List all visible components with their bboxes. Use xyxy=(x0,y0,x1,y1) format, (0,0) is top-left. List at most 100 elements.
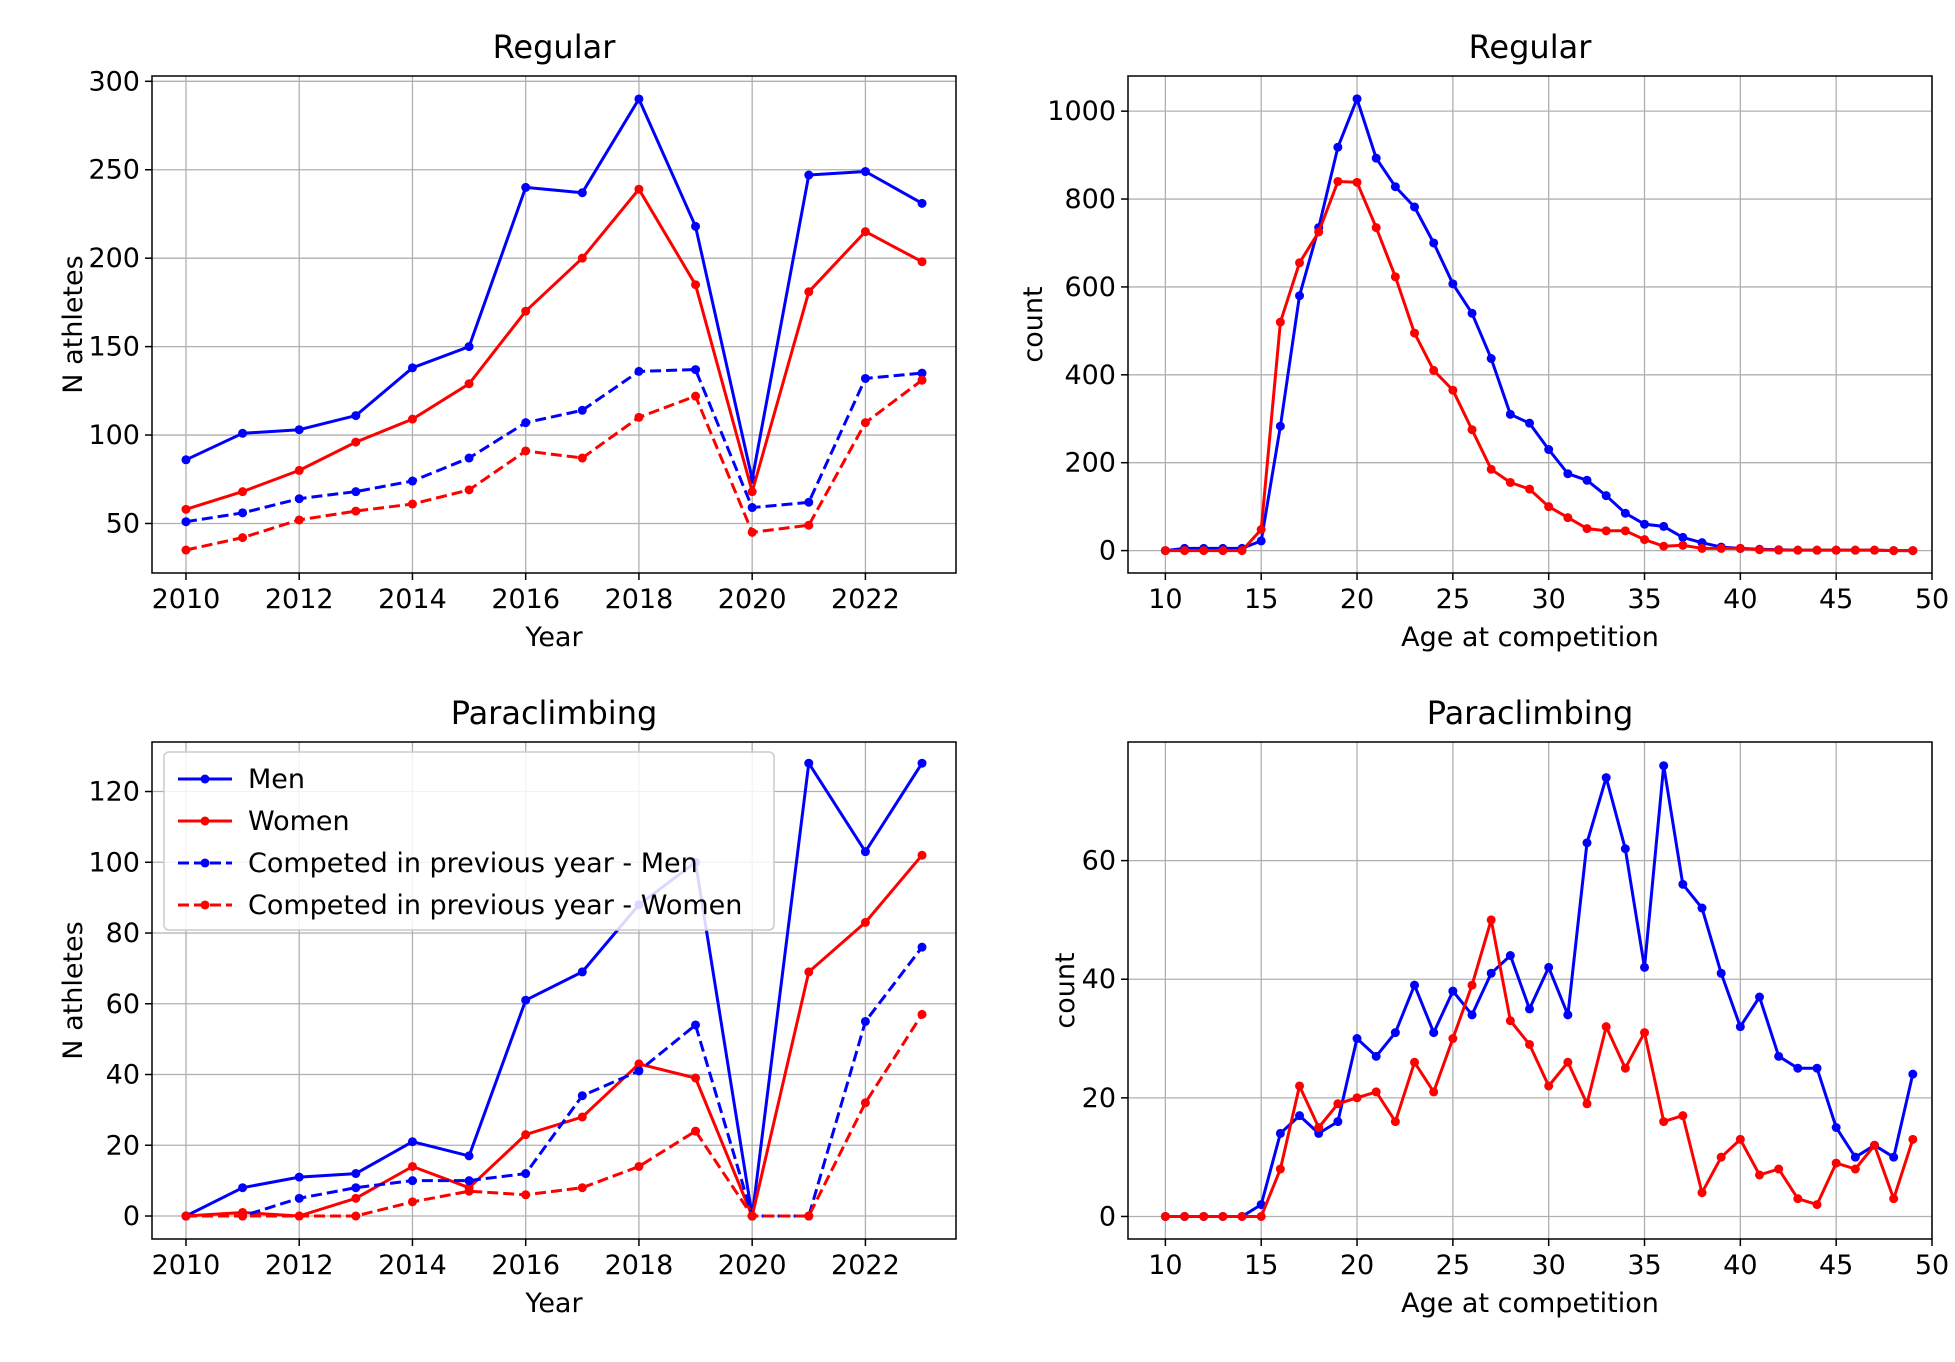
panel-title: Regular xyxy=(1469,28,1593,66)
data-point xyxy=(1620,1063,1630,1073)
x-tick-label: 45 xyxy=(1819,1250,1853,1281)
data-point xyxy=(577,1183,587,1193)
data-point xyxy=(804,170,814,180)
data-point xyxy=(917,198,927,208)
data-point xyxy=(1295,1111,1305,1121)
data-point xyxy=(294,465,304,475)
data-point xyxy=(860,1098,870,1108)
data-point xyxy=(917,942,927,952)
data-point xyxy=(1850,1152,1860,1162)
legend-label-prev-women: Competed in previous year - Women xyxy=(248,890,742,921)
data-point xyxy=(1390,272,1400,282)
data-point xyxy=(464,1151,474,1161)
data-point xyxy=(1582,475,1592,485)
legend-marker xyxy=(200,774,210,784)
data-point xyxy=(1160,546,1170,556)
data-point xyxy=(1544,962,1554,972)
data-point xyxy=(860,418,870,428)
data-point xyxy=(464,1176,474,1186)
data-point xyxy=(1467,308,1477,318)
x-tick-label: 15 xyxy=(1244,1250,1278,1281)
data-point xyxy=(464,1186,474,1196)
data-point xyxy=(407,414,417,424)
data-point xyxy=(1563,1057,1573,1067)
axes-frame xyxy=(151,75,957,574)
data-point xyxy=(1314,227,1324,237)
series-line xyxy=(185,187,923,511)
data-point xyxy=(1850,1164,1860,1174)
data-point xyxy=(1793,1194,1803,1204)
x-axis-label: Age at competition xyxy=(1401,622,1659,653)
data-point xyxy=(238,533,248,543)
data-point xyxy=(1371,153,1381,163)
data-point xyxy=(238,487,248,497)
data-point xyxy=(860,227,870,237)
axes-frame xyxy=(151,741,957,1240)
data-point xyxy=(294,515,304,525)
x-tick-label: 2012 xyxy=(265,584,334,615)
data-point xyxy=(1448,986,1458,996)
data-point xyxy=(1390,182,1400,192)
y-tick-label: 80 xyxy=(106,918,140,949)
x-tick-label: 2020 xyxy=(718,1250,787,1281)
data-point xyxy=(1333,1117,1343,1127)
data-point xyxy=(1333,176,1343,186)
data-point xyxy=(1448,279,1458,289)
data-point xyxy=(521,1169,531,1179)
series-line xyxy=(185,368,923,524)
data-point xyxy=(1486,915,1496,925)
data-point xyxy=(181,455,191,465)
y-tick-label: 250 xyxy=(88,155,140,186)
x-tick-label: 40 xyxy=(1723,584,1757,615)
data-point xyxy=(1333,142,1343,152)
data-point xyxy=(1620,844,1630,854)
data-point xyxy=(1678,532,1688,542)
data-point xyxy=(464,379,474,389)
data-point xyxy=(1601,526,1611,536)
data-point xyxy=(1410,1057,1420,1067)
data-point xyxy=(1640,535,1650,545)
data-point xyxy=(860,917,870,927)
data-point xyxy=(1601,1022,1611,1032)
x-tick-label: 2018 xyxy=(605,1250,674,1281)
data-point xyxy=(1774,1164,1784,1174)
data-point xyxy=(181,504,191,514)
data-point xyxy=(1582,524,1592,534)
data-point xyxy=(1352,94,1362,104)
data-point xyxy=(634,184,644,194)
data-point xyxy=(1889,546,1899,556)
x-tick-label: 50 xyxy=(1915,584,1949,615)
series-line xyxy=(186,1013,924,1218)
data-point xyxy=(1812,1200,1822,1210)
data-point xyxy=(1831,545,1841,555)
data-point xyxy=(464,453,474,463)
data-point xyxy=(1620,526,1630,536)
data-point xyxy=(521,182,531,192)
series-line xyxy=(185,761,924,1218)
data-point xyxy=(1467,1010,1477,1020)
data-point xyxy=(1295,258,1305,268)
data-point xyxy=(1659,541,1669,551)
x-tick-label: 2020 xyxy=(718,584,787,615)
data-point xyxy=(1199,1211,1209,1221)
data-point xyxy=(521,446,531,456)
data-point xyxy=(294,425,304,435)
y-tick-label: 150 xyxy=(88,332,140,363)
data-point xyxy=(577,188,587,198)
y-tick-label: 200 xyxy=(88,243,140,274)
data-point xyxy=(464,485,474,495)
data-point xyxy=(1371,223,1381,233)
x-tick-label: 2016 xyxy=(491,584,560,615)
x-tick-label: 2016 xyxy=(491,1250,560,1281)
data-point xyxy=(521,995,531,1005)
x-tick-label: 2022 xyxy=(831,1250,900,1281)
data-point xyxy=(634,94,644,104)
data-point xyxy=(691,1126,701,1136)
data-point xyxy=(1275,1128,1285,1138)
data-point xyxy=(1544,445,1554,455)
data-point xyxy=(1448,385,1458,395)
data-point xyxy=(1640,519,1650,529)
data-point xyxy=(181,1211,191,1221)
data-point xyxy=(1908,1069,1918,1079)
x-tick-label: 50 xyxy=(1915,1250,1949,1281)
